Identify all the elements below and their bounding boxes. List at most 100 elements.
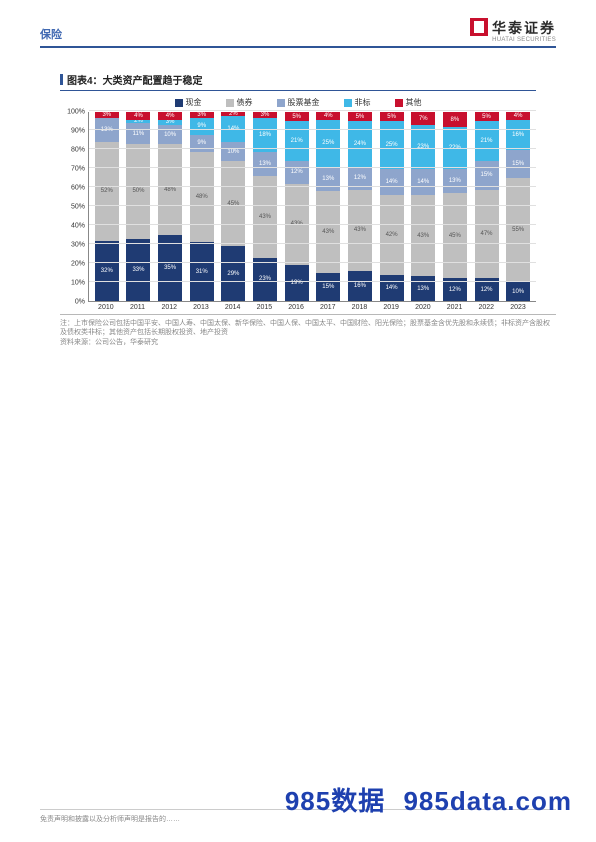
grid-line (89, 129, 536, 130)
bar-segment-label: 10% (158, 132, 182, 138)
legend-swatch (395, 99, 403, 107)
x-tick-label: 2022 (474, 304, 498, 311)
bar-segment-cash: 29% (221, 246, 245, 301)
chart-title: 图表4：大类资产配置趋于稳定 (67, 72, 203, 87)
note-line-2: 资料来源：公司公告，华泰研究 (60, 338, 556, 347)
bar-segment-equity: 12% (285, 161, 309, 184)
x-tick-label: 2012 (157, 304, 181, 311)
bar-segment-equity: 11% (126, 123, 150, 144)
chart-block: 图表4：大类资产配置趋于稳定 现金债券股票基金非标其他 0%10%20%30%4… (60, 72, 536, 311)
bar-segment-label: 5% (285, 114, 309, 120)
legend-label: 非标 (355, 97, 371, 108)
y-tick: 0% (75, 299, 85, 306)
bar-segment-label: 11% (126, 131, 150, 137)
page-footer: 免责声明和披露以及分析师声明是报告的…… 985数据 985data.com (0, 809, 596, 824)
bar-segment-cash: 15% (316, 273, 340, 301)
bar-segment-equity: 14% (411, 169, 435, 195)
bar-column: 16%43%12%24%5% (348, 112, 372, 301)
chart-area: 0%10%20%30%40%50%60%70%80%90%100% 32%52%… (60, 112, 536, 302)
x-tick-label: 2013 (189, 304, 213, 311)
bar-segment-cash: 32% (95, 241, 119, 301)
bar-segment-cash: 19% (285, 265, 309, 301)
bar-segment-label: 10% (506, 289, 530, 295)
x-tick-label: 2011 (126, 304, 150, 311)
bar-segment-other: 5% (380, 112, 404, 121)
legend-swatch (277, 99, 285, 107)
legend-swatch (226, 99, 234, 107)
bar-segment-label: 32% (95, 268, 119, 274)
brand-name-cn: 华泰证券 (492, 18, 556, 38)
x-tick-label: 2017 (316, 304, 340, 311)
bar-column: 12%45%13%22%8% (443, 112, 467, 301)
legend-swatch (344, 99, 352, 107)
bar-segment-label: 48% (158, 187, 182, 193)
bar-segment-other: 4% (158, 112, 182, 120)
bar-segment-label: 29% (221, 271, 245, 277)
bar-segment-bonds: 45% (443, 193, 467, 278)
bar-column: 31%48%9%9%3% (190, 112, 214, 301)
bar-segment-nonstd: 21% (475, 121, 499, 161)
bar-segment-label: 18% (253, 132, 277, 138)
bar-column: 35%48%10%3%4% (158, 112, 182, 301)
legend-item: 现金 (175, 97, 202, 108)
bar-segment-label: 42% (380, 232, 404, 238)
grid-line (89, 281, 536, 282)
bar-segment-nonstd: 2% (126, 120, 150, 124)
legend-label: 现金 (186, 97, 202, 108)
bar-segment-other: 5% (475, 112, 499, 121)
y-axis: 0%10%20%30%40%50%60%70%80%90%100% (60, 112, 88, 302)
bar-segment-bonds: 48% (158, 144, 182, 235)
y-tick: 60% (71, 185, 85, 192)
grid-line (89, 205, 536, 206)
bar-segment-label: 10% (221, 149, 245, 155)
y-tick: 10% (71, 280, 85, 287)
grid-line (89, 148, 536, 149)
bar-segment-label: 2% (221, 111, 245, 117)
legend-label: 其他 (406, 97, 422, 108)
grid-line (89, 110, 536, 111)
bar-segment-other: 2% (221, 112, 245, 116)
bar-segment-other: 4% (506, 112, 530, 120)
bar-column: 19%43%12%21%5% (285, 112, 309, 301)
bar-column: 32%52%13%3% (95, 112, 119, 301)
watermark-a: 985数据 (285, 786, 385, 816)
x-tick-label: 2014 (221, 304, 245, 311)
legend-swatch (175, 99, 183, 107)
bar-segment-nonstd: 18% (253, 118, 277, 152)
bar-segment-label: 43% (411, 233, 435, 239)
bar-column: 23%43%13%18%3% (253, 112, 277, 301)
bar-segment-label: 16% (348, 283, 372, 289)
bar-segment-equity: 13% (443, 169, 467, 194)
bar-segment-label: 13% (443, 178, 467, 184)
bar-column: 15%43%13%25%4% (316, 112, 340, 301)
bar-segment-label: 15% (475, 172, 499, 178)
bar-segment-other: 3% (95, 112, 119, 118)
bar-segment-label: 3% (158, 119, 182, 125)
bar-segment-label: 55% (506, 227, 530, 233)
grid-line (89, 262, 536, 263)
x-tick-label: 2010 (94, 304, 118, 311)
bar-segment-label: 3% (190, 112, 214, 118)
bar-segment-label: 4% (126, 113, 150, 119)
bar-segment-equity: 14% (380, 169, 404, 195)
y-tick: 70% (71, 166, 85, 173)
legend-item: 债券 (226, 97, 253, 108)
bar-segment-label: 4% (158, 113, 182, 119)
bar-segment-label: 16% (506, 132, 530, 138)
bar-segment-label: 12% (475, 287, 499, 293)
bar-segment-label: 52% (95, 188, 119, 194)
legend-item: 非标 (344, 97, 371, 108)
bar-segment-label: 48% (190, 194, 214, 200)
bar-segment-cash: 10% (506, 282, 530, 301)
bar-column: 14%42%14%25%5% (380, 112, 404, 301)
bar-segment-bonds: 43% (411, 195, 435, 276)
bar-segment-bonds: 45% (221, 161, 245, 246)
watermark-b: 985data.com (403, 786, 572, 816)
bar-segment-nonstd: 25% (316, 120, 340, 167)
bar-segment-bonds: 47% (475, 190, 499, 279)
bar-segment-label: 31% (190, 269, 214, 275)
bar-segment-label: 14% (380, 285, 404, 291)
legend-item: 其他 (395, 97, 422, 108)
brand-logo-icon (470, 18, 488, 36)
bar-segment-other: 5% (348, 112, 372, 121)
